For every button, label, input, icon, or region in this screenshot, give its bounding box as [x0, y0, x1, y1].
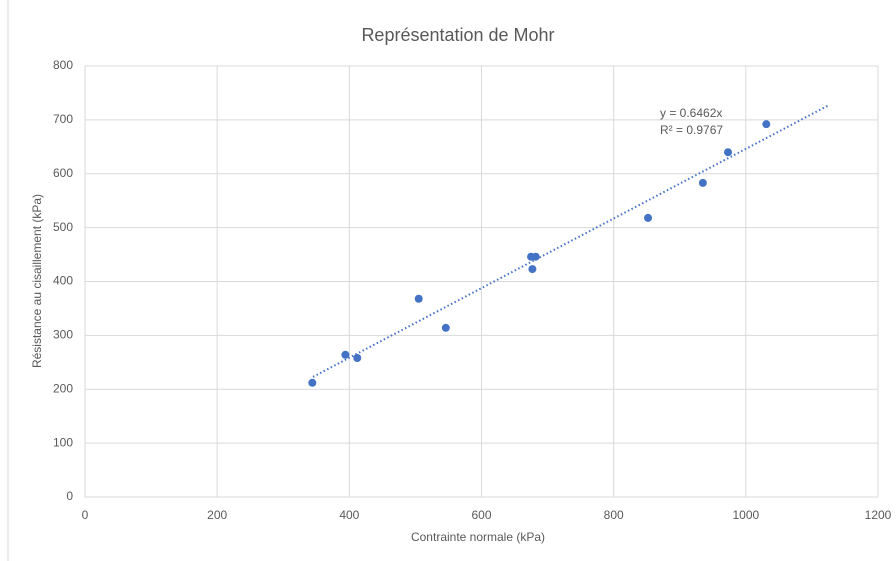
point	[308, 378, 317, 387]
point	[531, 252, 540, 261]
y-tick-label: 100	[53, 435, 73, 449]
point	[698, 178, 707, 187]
y-tick-label: 600	[53, 166, 73, 180]
y-axis-label: Résistance au cisaillement (kPa)	[30, 194, 44, 368]
trendline	[312, 104, 830, 378]
x-axis-label: Contrainte normale (kPa)	[411, 530, 545, 544]
y-tick-label: 800	[53, 58, 73, 72]
trendline-r2: R² = 0.9767	[660, 123, 723, 137]
point	[644, 213, 653, 222]
point	[353, 354, 362, 363]
point	[762, 120, 771, 129]
y-tick-label: 200	[53, 381, 73, 395]
point	[341, 350, 350, 359]
point	[723, 148, 732, 157]
y-tick-label: 500	[53, 220, 73, 234]
point	[528, 265, 537, 274]
y-tick-label: 700	[53, 112, 73, 126]
y-tick-label: 0	[66, 489, 73, 503]
point	[414, 294, 423, 303]
y-tick-label: 300	[53, 328, 73, 342]
x-tick-label: 200	[207, 508, 227, 522]
x-tick-label: 800	[604, 508, 624, 522]
point	[441, 323, 450, 332]
x-tick-label: 1200	[865, 508, 892, 522]
x-tick-label: 0	[82, 508, 89, 522]
x-tick-label: 1000	[732, 508, 759, 522]
y-tick-label: 400	[53, 274, 73, 288]
trendline-equation: y = 0.6462x	[660, 106, 722, 120]
x-tick-label: 400	[339, 508, 359, 522]
chart-title: Représentation de Mohr	[361, 25, 554, 45]
x-tick-label: 600	[471, 508, 491, 522]
